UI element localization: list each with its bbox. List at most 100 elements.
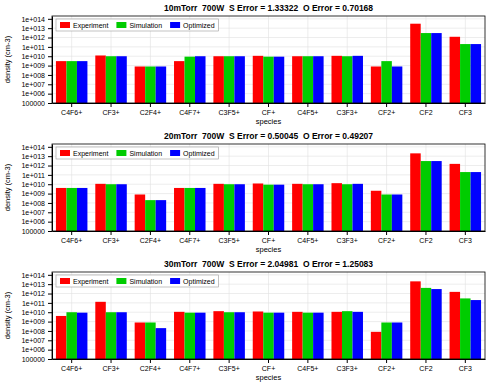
tick-mark bbox=[48, 184, 52, 185]
legend-label: Experiment bbox=[73, 278, 108, 286]
tick: C4F5+ bbox=[297, 103, 318, 116]
tick-mark bbox=[347, 359, 348, 363]
bar bbox=[135, 66, 145, 103]
tick-label: 1e+012 bbox=[21, 162, 45, 169]
bar bbox=[77, 61, 87, 103]
tick-mark bbox=[150, 231, 151, 235]
tick-label: C4F6+ bbox=[61, 237, 82, 244]
bar bbox=[66, 188, 76, 231]
series bbox=[77, 161, 481, 231]
tick-label: 1e+011 bbox=[22, 44, 45, 51]
tick-label: C4F5+ bbox=[297, 365, 318, 372]
tick-label: C4F7+ bbox=[179, 365, 200, 372]
tick-mark bbox=[48, 166, 52, 167]
tick-mark bbox=[48, 212, 52, 213]
tick-label: CF3 bbox=[459, 237, 472, 244]
bar bbox=[135, 194, 145, 231]
x-axis: C4F6+CF3+C2F4+C4F7+C3F5+CF+C4F5+C3F3+CF2… bbox=[53, 231, 486, 244]
bar bbox=[174, 61, 184, 103]
legend-label: Experiment bbox=[73, 22, 108, 30]
tick-mark bbox=[48, 94, 52, 95]
bar bbox=[313, 184, 323, 231]
bar bbox=[410, 24, 420, 103]
tick-mark bbox=[465, 231, 466, 235]
title: 20mTorr 700W S Error = 0.50045 O Error =… bbox=[164, 131, 373, 141]
tick-label: 1e+014 bbox=[21, 16, 45, 23]
series bbox=[66, 288, 470, 359]
tick: 1e+012 bbox=[21, 34, 52, 41]
tick-label: 1e+014 bbox=[21, 144, 45, 151]
legend-swatch bbox=[116, 150, 126, 156]
bar bbox=[450, 37, 460, 103]
tick-label: C3F5+ bbox=[219, 237, 240, 244]
tick: C4F7+ bbox=[179, 231, 200, 244]
tick: C4F6+ bbox=[61, 359, 82, 372]
panel: 1000001e+0061e+0071e+0081e+0091e+0101e+0… bbox=[3, 259, 486, 382]
tick-mark bbox=[48, 103, 52, 104]
tick-mark bbox=[307, 231, 308, 235]
tick: CF+ bbox=[262, 359, 275, 372]
tick-label: CF2+ bbox=[378, 365, 395, 372]
bar bbox=[352, 312, 362, 359]
title: 30mTorr 700W S Error = 2.04981 O Error =… bbox=[164, 259, 373, 269]
tick-label: C4F6+ bbox=[61, 109, 82, 116]
bar bbox=[185, 188, 195, 231]
bar bbox=[263, 313, 273, 359]
tick: 1e+014 bbox=[21, 272, 52, 279]
legend-label: Optimized bbox=[183, 22, 215, 30]
tick: C3F3+ bbox=[337, 359, 358, 372]
bar bbox=[331, 56, 341, 103]
tick: CF3 bbox=[459, 103, 472, 116]
bar bbox=[460, 172, 470, 231]
plot-frame bbox=[52, 144, 485, 231]
tick-label: C2F4+ bbox=[140, 109, 161, 116]
series bbox=[77, 33, 481, 103]
bar bbox=[145, 66, 155, 103]
bar bbox=[410, 153, 420, 231]
bar bbox=[185, 57, 195, 103]
tick-mark bbox=[425, 359, 426, 363]
tick-mark bbox=[48, 359, 52, 360]
tick-mark bbox=[48, 312, 52, 313]
tick-mark bbox=[48, 147, 52, 148]
legend-swatch bbox=[170, 278, 180, 284]
tick: 1e+008 bbox=[21, 72, 52, 79]
bar bbox=[95, 302, 105, 359]
tick-label: C4F5+ bbox=[297, 109, 318, 116]
tick-label: 1e+010 bbox=[21, 53, 45, 60]
bar bbox=[342, 184, 352, 231]
tick-label: C3F3+ bbox=[337, 109, 358, 116]
series bbox=[56, 281, 460, 359]
tick-mark bbox=[48, 331, 52, 332]
bar bbox=[145, 322, 155, 359]
tick: 1e+013 bbox=[21, 281, 52, 288]
tick-mark bbox=[268, 359, 269, 363]
bar bbox=[371, 332, 381, 359]
tick-mark bbox=[48, 84, 52, 85]
tick-mark bbox=[347, 103, 348, 107]
tick-mark bbox=[307, 103, 308, 107]
bar bbox=[224, 184, 234, 231]
bar bbox=[392, 66, 402, 103]
tick-label: CF3+ bbox=[102, 109, 119, 116]
panel: 1000001e+0061e+0071e+0081e+0091e+0101e+0… bbox=[3, 3, 486, 126]
bar bbox=[106, 56, 116, 103]
tick-label: CF+ bbox=[262, 109, 275, 116]
tick-mark bbox=[48, 47, 52, 48]
tick-label: 1e+010 bbox=[21, 309, 45, 316]
legend-swatch bbox=[116, 278, 126, 284]
legend-swatch bbox=[116, 22, 126, 28]
bar bbox=[195, 188, 205, 231]
tick: 1e+013 bbox=[21, 25, 52, 32]
tick: CF2+ bbox=[378, 103, 395, 116]
bar bbox=[95, 55, 105, 103]
tick: CF3+ bbox=[102, 231, 119, 244]
tick: C3F3+ bbox=[337, 103, 358, 116]
tick-label: C3F5+ bbox=[219, 365, 240, 372]
legend: ExperimentSimulationOptimized bbox=[56, 147, 219, 159]
series bbox=[56, 153, 460, 231]
tick-mark bbox=[71, 103, 72, 107]
bar bbox=[174, 312, 184, 359]
tick-mark bbox=[48, 75, 52, 76]
legend-label: Simulation bbox=[129, 150, 162, 157]
